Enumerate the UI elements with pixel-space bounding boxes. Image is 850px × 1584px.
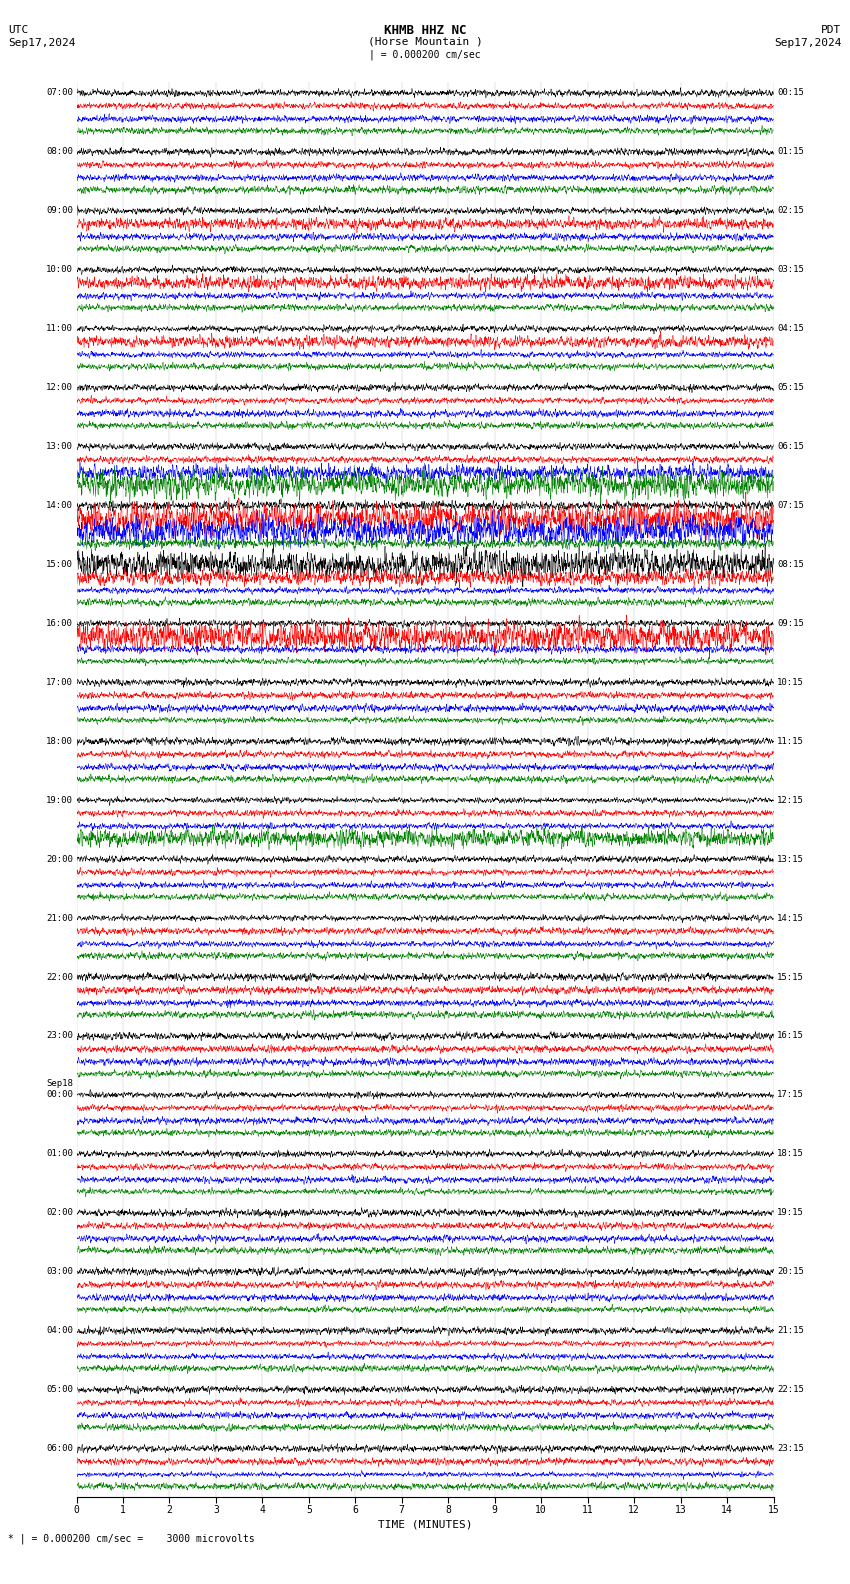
- Text: 18:15: 18:15: [777, 1150, 804, 1158]
- Text: 22:00: 22:00: [46, 973, 73, 982]
- Text: 00:15: 00:15: [777, 89, 804, 98]
- Text: 10:15: 10:15: [777, 678, 804, 687]
- Text: 14:15: 14:15: [777, 914, 804, 922]
- X-axis label: TIME (MINUTES): TIME (MINUTES): [377, 1519, 473, 1530]
- Text: 08:00: 08:00: [46, 147, 73, 157]
- Text: 00:00: 00:00: [46, 1090, 73, 1099]
- Text: 04:15: 04:15: [777, 325, 804, 333]
- Text: KHMB HHZ NC: KHMB HHZ NC: [383, 24, 467, 36]
- Text: 09:00: 09:00: [46, 206, 73, 215]
- Text: 16:15: 16:15: [777, 1031, 804, 1041]
- Text: 10:00: 10:00: [46, 265, 73, 274]
- Text: 15:15: 15:15: [777, 973, 804, 982]
- Text: 13:15: 13:15: [777, 855, 804, 863]
- Text: 18:00: 18:00: [46, 737, 73, 746]
- Text: 06:15: 06:15: [777, 442, 804, 451]
- Text: * | = 0.000200 cm/sec =    3000 microvolts: * | = 0.000200 cm/sec = 3000 microvolts: [8, 1533, 255, 1544]
- Text: 21:00: 21:00: [46, 914, 73, 922]
- Text: 12:00: 12:00: [46, 383, 73, 393]
- Text: 08:15: 08:15: [777, 561, 804, 569]
- Text: 20:15: 20:15: [777, 1267, 804, 1277]
- Text: UTC: UTC: [8, 25, 29, 35]
- Text: 22:15: 22:15: [777, 1384, 804, 1394]
- Text: 05:00: 05:00: [46, 1384, 73, 1394]
- Text: Sep17,2024: Sep17,2024: [8, 38, 76, 48]
- Text: 14:00: 14:00: [46, 501, 73, 510]
- Text: 19:15: 19:15: [777, 1209, 804, 1217]
- Text: 01:15: 01:15: [777, 147, 804, 157]
- Text: 07:00: 07:00: [46, 89, 73, 98]
- Text: (Horse Mountain ): (Horse Mountain ): [367, 36, 483, 46]
- Text: 23:00: 23:00: [46, 1031, 73, 1041]
- Text: 03:15: 03:15: [777, 265, 804, 274]
- Text: 12:15: 12:15: [777, 795, 804, 805]
- Text: 16:00: 16:00: [46, 619, 73, 627]
- Text: 07:15: 07:15: [777, 501, 804, 510]
- Text: 02:00: 02:00: [46, 1209, 73, 1217]
- Text: 23:15: 23:15: [777, 1445, 804, 1453]
- Text: Sep18: Sep18: [46, 1079, 73, 1088]
- Text: 11:15: 11:15: [777, 737, 804, 746]
- Text: 04:00: 04:00: [46, 1326, 73, 1335]
- Text: 06:00: 06:00: [46, 1445, 73, 1453]
- Text: 21:15: 21:15: [777, 1326, 804, 1335]
- Text: PDT: PDT: [821, 25, 842, 35]
- Text: 15:00: 15:00: [46, 561, 73, 569]
- Text: 17:15: 17:15: [777, 1090, 804, 1099]
- Text: 09:15: 09:15: [777, 619, 804, 627]
- Text: 13:00: 13:00: [46, 442, 73, 451]
- Text: 11:00: 11:00: [46, 325, 73, 333]
- Text: | = 0.000200 cm/sec: | = 0.000200 cm/sec: [369, 49, 481, 60]
- Text: 01:00: 01:00: [46, 1150, 73, 1158]
- Text: 05:15: 05:15: [777, 383, 804, 393]
- Text: 19:00: 19:00: [46, 795, 73, 805]
- Text: Sep17,2024: Sep17,2024: [774, 38, 842, 48]
- Text: 02:15: 02:15: [777, 206, 804, 215]
- Text: 17:00: 17:00: [46, 678, 73, 687]
- Text: 03:00: 03:00: [46, 1267, 73, 1277]
- Text: 20:00: 20:00: [46, 855, 73, 863]
